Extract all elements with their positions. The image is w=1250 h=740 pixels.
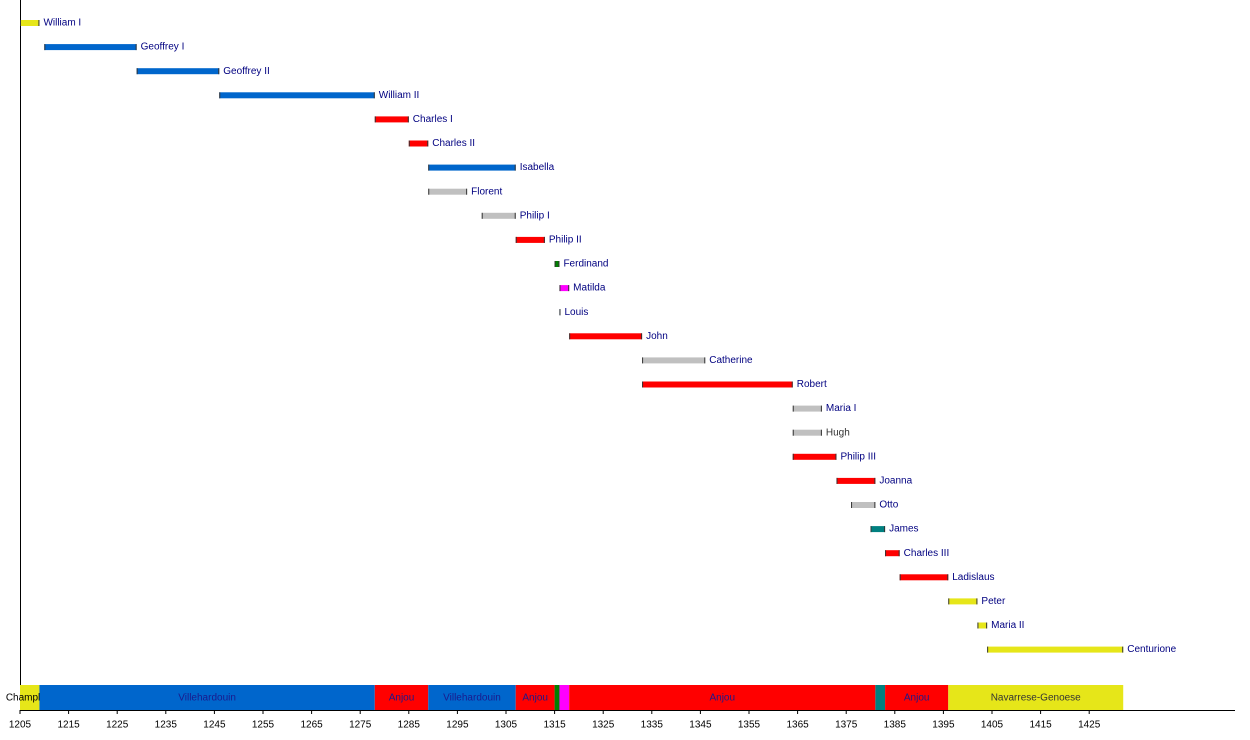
- dynasty-label: Anjou: [904, 693, 930, 704]
- x-tick-label: 1395: [932, 720, 955, 731]
- ruler-label: Louis: [564, 307, 588, 318]
- x-tick-label: 1405: [981, 720, 1004, 731]
- ruler-label: Charles I: [413, 114, 453, 125]
- ruler-bar: [408, 140, 429, 147]
- ruler-label: William I: [43, 18, 81, 29]
- ruler-bar: [136, 68, 220, 75]
- dynasty-band: [885, 685, 949, 710]
- ruler-label: Catherine: [709, 355, 753, 366]
- dynasty-label: Anjou: [389, 693, 415, 704]
- ruler-label: Hugh: [826, 427, 850, 438]
- dynasty-label: Villehardouin: [443, 693, 501, 704]
- ruler-label: Florent: [471, 186, 502, 197]
- dynasty-label: Champlitte: [6, 693, 54, 704]
- dynasty-band: [948, 685, 1124, 710]
- ruler-bar: [870, 526, 886, 533]
- ruler-bar: [792, 405, 822, 412]
- ruler-label: Geoffrey I: [141, 42, 185, 53]
- dynasty-label: Navarrese-Genoese: [991, 693, 1081, 704]
- ruler-bar: [792, 453, 837, 460]
- ruler-label: Ferdinand: [563, 259, 608, 270]
- ruler-label: Maria II: [991, 620, 1024, 631]
- x-tick-label: 1215: [57, 720, 80, 731]
- dynasty-band: [559, 685, 570, 710]
- ruler-label: Joanna: [879, 476, 912, 487]
- ruler-label: Maria I: [826, 403, 857, 414]
- ruler-bar: [885, 550, 900, 557]
- ruler-bar: [481, 212, 516, 219]
- x-tick-label: 1375: [835, 720, 858, 731]
- ruler-bar: [642, 381, 793, 388]
- ruler-bar: [569, 333, 643, 340]
- ruler-bar: [977, 622, 988, 629]
- dynasty-band: [39, 685, 375, 710]
- ruler-bar: [792, 429, 822, 436]
- dynasty-band: [428, 685, 516, 710]
- ruler-label: John: [646, 331, 668, 342]
- x-tick-label: 1285: [398, 720, 421, 731]
- ruler-bar: [20, 20, 40, 26]
- x-tick-label: 1245: [203, 720, 226, 731]
- dynasty-band: [374, 685, 429, 710]
- dynasty-label: Anjou: [709, 693, 735, 704]
- x-tick-label: 1275: [349, 720, 372, 731]
- x-tick-label: 1345: [689, 720, 712, 731]
- ruler-label: Charles II: [432, 138, 475, 149]
- x-tick-label: 1325: [592, 720, 615, 731]
- ruler-bar: [948, 598, 978, 605]
- ruler-label: Isabella: [520, 162, 555, 173]
- ruler-bar: [515, 236, 545, 243]
- x-tick-label: 1265: [300, 720, 323, 731]
- dynasty-label: Villehardouin: [178, 693, 236, 704]
- ruler-label: Geoffrey II: [223, 66, 270, 77]
- ruler-label: Philip III: [840, 451, 876, 462]
- ruler-label: Otto: [879, 500, 898, 511]
- ruler-label: Centurione: [1127, 644, 1176, 655]
- dynasty-label: Anjou: [522, 693, 548, 704]
- x-tick-label: 1205: [9, 720, 32, 731]
- ruler-bar: [642, 357, 706, 364]
- ruler-bar: [374, 116, 409, 123]
- ruler-label: Robert: [797, 379, 827, 390]
- dynasty-band: [569, 685, 876, 710]
- ruler-bar: [428, 188, 468, 195]
- ruler-label: Ladislaus: [952, 572, 994, 583]
- x-tick-label: 1305: [495, 720, 518, 731]
- ruler-bar: [851, 502, 876, 508]
- ruler-bar: [554, 261, 560, 267]
- x-tick-label: 1365: [786, 720, 809, 731]
- x-tick-label: 1425: [1078, 720, 1101, 731]
- x-tick-label: 1315: [543, 720, 566, 731]
- ruler-bar: [428, 164, 516, 171]
- dynasty-band: [554, 685, 560, 710]
- x-tick-label: 1295: [446, 720, 469, 731]
- x-tick-label: 1225: [106, 720, 129, 731]
- ruler-label: Philip I: [520, 210, 550, 221]
- ruler-bar: [219, 92, 375, 99]
- x-tick-label: 1255: [252, 720, 275, 731]
- ruler-label: Philip II: [549, 235, 582, 246]
- ruler-bar: [559, 285, 570, 292]
- ruler-label: Charles III: [904, 548, 950, 559]
- x-tick-label: 1335: [641, 720, 664, 731]
- x-tick-label: 1235: [155, 720, 178, 731]
- x-tick-label: 1385: [884, 720, 907, 731]
- ruler-label: James: [889, 524, 918, 535]
- x-tick-label: 1415: [1029, 720, 1052, 731]
- ruler-bar: [836, 477, 876, 484]
- dynasty-band: [515, 685, 555, 710]
- ruler-label: Matilda: [573, 283, 606, 294]
- ruler-bar: [987, 646, 1124, 653]
- x-tick-label: 1355: [738, 720, 761, 731]
- ruler-bar: [44, 44, 137, 51]
- ruler-bar: [899, 574, 949, 581]
- ruler-label: William II: [379, 90, 420, 101]
- dynasty-band: [20, 685, 40, 710]
- ruler-label: Peter: [981, 596, 1006, 607]
- dynasty-band: [875, 685, 886, 710]
